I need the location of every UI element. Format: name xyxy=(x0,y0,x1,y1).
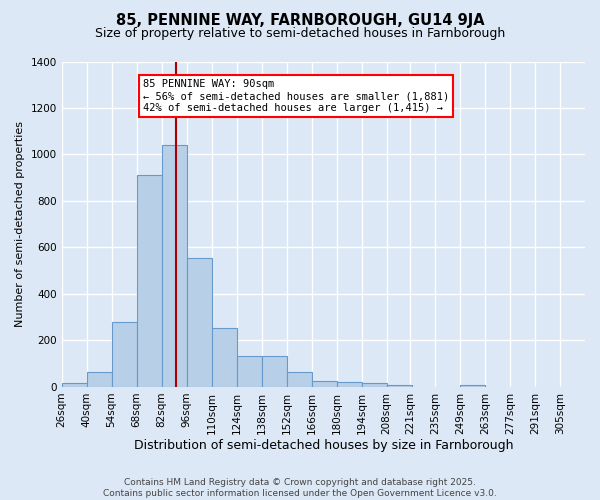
Bar xyxy=(312,381,337,387)
Text: Size of property relative to semi-detached houses in Farnborough: Size of property relative to semi-detach… xyxy=(95,28,505,40)
Bar xyxy=(112,322,137,387)
Bar xyxy=(287,372,312,387)
Bar xyxy=(362,384,387,387)
Text: Contains HM Land Registry data © Crown copyright and database right 2025.
Contai: Contains HM Land Registry data © Crown c… xyxy=(103,478,497,498)
Bar xyxy=(212,328,237,387)
Bar xyxy=(137,176,161,387)
Y-axis label: Number of semi-detached properties: Number of semi-detached properties xyxy=(15,121,25,327)
Bar xyxy=(460,384,485,387)
Bar xyxy=(337,382,362,387)
Bar xyxy=(161,145,187,387)
Bar xyxy=(187,258,212,387)
Bar xyxy=(262,356,287,387)
Bar xyxy=(387,384,412,387)
Bar xyxy=(86,372,112,387)
X-axis label: Distribution of semi-detached houses by size in Farnborough: Distribution of semi-detached houses by … xyxy=(134,440,513,452)
Bar xyxy=(62,384,86,387)
Text: 85, PENNINE WAY, FARNBOROUGH, GU14 9JA: 85, PENNINE WAY, FARNBOROUGH, GU14 9JA xyxy=(116,12,484,28)
Text: 85 PENNINE WAY: 90sqm
← 56% of semi-detached houses are smaller (1,881)
42% of s: 85 PENNINE WAY: 90sqm ← 56% of semi-deta… xyxy=(143,80,449,112)
Bar xyxy=(237,356,262,387)
